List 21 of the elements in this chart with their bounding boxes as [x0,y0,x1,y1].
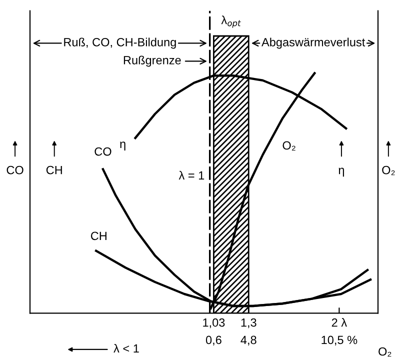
series-label: CO [94,147,112,156]
y-axis-title: CO [6,166,24,174]
annotation: CH [46,166,62,174]
text: Abgaswärmeverlust [262,38,366,49]
text: Ruß, CO, CH-Bildung [64,38,176,49]
series-label: CH [90,232,106,240]
text: 0,6 [206,336,222,346]
text: λ < 1 [114,344,139,353]
band-label: λ$_{opt}$ [221,16,242,28]
x-axis-title: O₂ [378,347,392,357]
x-tick-label: 2 λ [332,318,347,327]
series-label: η [120,142,126,150]
x-tick-label: 1,3 [241,318,256,328]
text: 4,8 [240,336,256,346]
x-tick-label: 1,03 [203,318,225,328]
text: Rußgrenze [124,56,181,67]
series-label: O₂ [282,141,296,151]
text: 10,5 % [322,336,358,346]
ref-line-label: λ = 1 [178,170,204,180]
y2-axis-title: O₂ [382,166,395,176]
annotation: η [338,168,344,177]
